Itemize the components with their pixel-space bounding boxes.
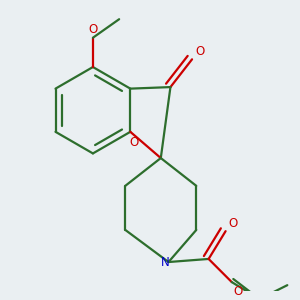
Text: O: O xyxy=(195,45,204,58)
Text: O: O xyxy=(228,217,237,230)
Text: O: O xyxy=(233,285,243,298)
Text: O: O xyxy=(129,136,139,149)
Text: O: O xyxy=(88,23,98,36)
Text: N: N xyxy=(161,256,170,268)
